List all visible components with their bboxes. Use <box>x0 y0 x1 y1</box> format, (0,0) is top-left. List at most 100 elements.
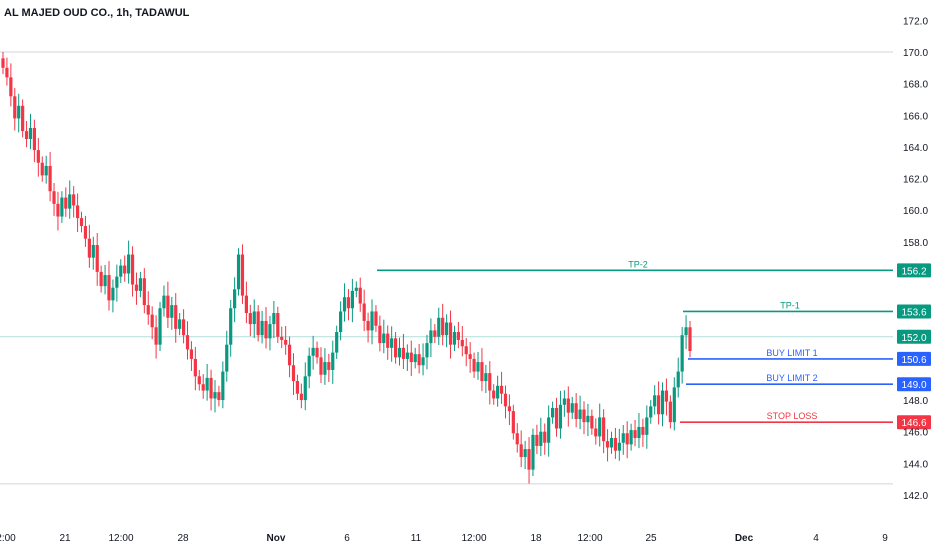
candle-body <box>256 311 260 336</box>
x-tick-label: 12:00 <box>461 533 486 544</box>
x-tick-label: 12:00 <box>108 533 133 544</box>
price-tag-label: 153.6 <box>901 307 926 318</box>
candle-body <box>433 330 437 337</box>
candle-body <box>166 295 170 318</box>
candle-body <box>209 377 213 399</box>
candle-body <box>656 395 661 415</box>
level-label: TP-2 <box>628 259 648 269</box>
candle-body <box>244 295 248 314</box>
candle-body <box>311 347 315 356</box>
candle-body <box>503 393 508 407</box>
candle-body <box>574 403 578 420</box>
candle-body <box>417 354 421 366</box>
candle-body <box>629 430 633 445</box>
candle-body <box>291 365 296 382</box>
candle-body <box>535 434 539 446</box>
price-tag-label: 146.6 <box>901 418 926 429</box>
candle-body <box>142 278 146 306</box>
candle-body <box>382 333 386 344</box>
candle-body <box>24 131 29 140</box>
candle-body <box>79 218 84 227</box>
candle-body <box>158 308 162 345</box>
candle-body <box>115 276 119 288</box>
candle-body <box>335 332 339 353</box>
candle-body <box>551 407 555 418</box>
candle-body <box>150 314 154 328</box>
candle-body <box>386 333 390 348</box>
candle-body <box>641 426 645 435</box>
candle-body <box>523 449 527 457</box>
candle-body <box>1 58 5 68</box>
candle-body <box>17 105 21 119</box>
candle-body <box>181 319 186 336</box>
candle-body <box>605 441 610 448</box>
candle-body <box>653 395 657 407</box>
current-price-label: 152.0 <box>901 333 926 344</box>
candle-body <box>664 390 669 402</box>
candle-body <box>492 390 496 399</box>
candle-body <box>645 417 649 435</box>
candle-body <box>617 442 621 451</box>
candle-body <box>582 409 586 423</box>
candle-body <box>445 322 449 336</box>
candle-body <box>13 96 17 119</box>
candle-body <box>174 305 178 329</box>
candle-body <box>217 392 221 401</box>
candle-body <box>280 336 284 340</box>
candle-body <box>401 347 406 359</box>
candle-body <box>496 385 500 399</box>
candle-body <box>268 324 272 339</box>
candle-body <box>437 317 441 337</box>
candle-body <box>613 438 618 451</box>
candle-body <box>598 417 602 437</box>
candle-body <box>350 290 354 309</box>
candle-body <box>146 305 150 315</box>
candle-body <box>303 376 307 401</box>
candle-body <box>9 77 13 97</box>
candle-body <box>621 433 625 443</box>
candle-body <box>5 67 9 78</box>
candle-body <box>378 325 382 344</box>
candle-body <box>64 197 68 209</box>
candle-body <box>547 417 551 443</box>
candle-body <box>48 165 52 192</box>
candle-body <box>429 330 433 344</box>
candle-body <box>409 352 413 363</box>
candle-body <box>154 327 158 345</box>
candle-body <box>240 254 245 296</box>
candle-body <box>660 390 665 415</box>
candle-body <box>649 406 653 418</box>
candle-body <box>52 191 56 204</box>
candle-body <box>260 320 264 336</box>
candle-body <box>40 162 44 176</box>
candle-body <box>339 311 343 333</box>
candle-body <box>390 338 394 348</box>
candle-body <box>519 444 523 457</box>
candle-body <box>397 347 402 358</box>
x-tick-label: 4 <box>813 533 819 544</box>
candle-body <box>83 226 88 239</box>
candle-body <box>236 254 241 290</box>
x-tick-label: 21 <box>59 533 71 544</box>
candle-body <box>107 275 111 301</box>
candle-body <box>393 338 398 358</box>
candle-body <box>684 327 688 336</box>
candle-body <box>456 332 460 340</box>
candle-body <box>480 362 484 382</box>
candle-body <box>197 376 201 385</box>
candle-body <box>370 311 374 331</box>
candle-body <box>331 352 335 370</box>
candle-body <box>413 354 417 363</box>
price-tag-label: 156.2 <box>901 266 926 277</box>
candle-body <box>637 426 641 439</box>
y-tick-label: 170.0 <box>903 48 928 59</box>
y-tick-label: 164.0 <box>903 143 928 154</box>
candle-body <box>484 373 488 382</box>
candle-body <box>586 415 590 423</box>
candle-body <box>21 105 25 132</box>
candle-body <box>32 127 37 151</box>
candle-body <box>668 401 672 423</box>
price-tag <box>897 377 931 392</box>
candle-body <box>499 385 504 394</box>
